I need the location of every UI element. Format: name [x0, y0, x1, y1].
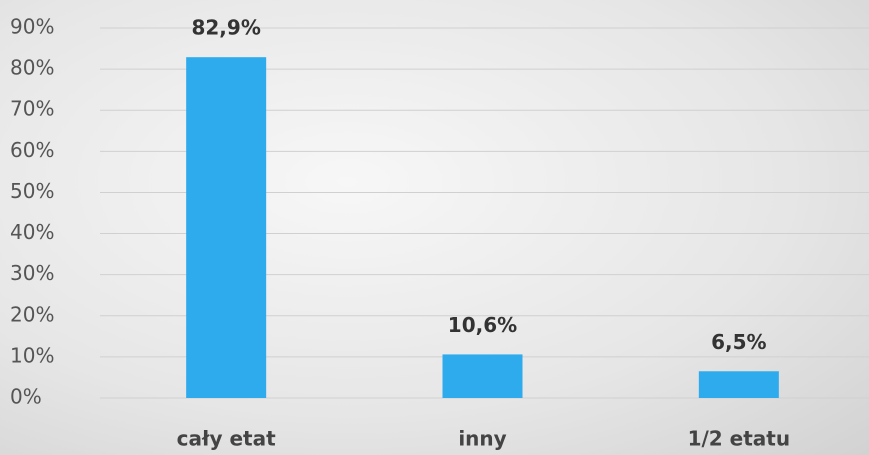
y-tick-label: 30% [10, 261, 54, 285]
data-label: 82,9% [191, 16, 260, 40]
y-tick-label: 0% [10, 385, 42, 409]
bar [698, 371, 779, 398]
y-tick-label: 60% [10, 138, 54, 162]
y-tick-label: 50% [10, 179, 54, 203]
x-tick-label: cały etat [177, 427, 276, 451]
y-tick-label: 90% [10, 15, 54, 39]
bar [442, 354, 523, 398]
y-tick-label: 40% [10, 220, 54, 244]
bar [186, 57, 267, 398]
y-tick-label: 80% [10, 56, 54, 80]
data-label: 10,6% [448, 313, 517, 337]
y-tick-label: 10% [10, 343, 54, 367]
data-label: 6,5% [711, 330, 766, 354]
y-tick-label: 70% [10, 97, 54, 121]
x-tick-label: inny [458, 427, 506, 451]
y-tick-label: 20% [10, 302, 54, 326]
x-tick-label: 1/2 etatu [688, 427, 791, 451]
